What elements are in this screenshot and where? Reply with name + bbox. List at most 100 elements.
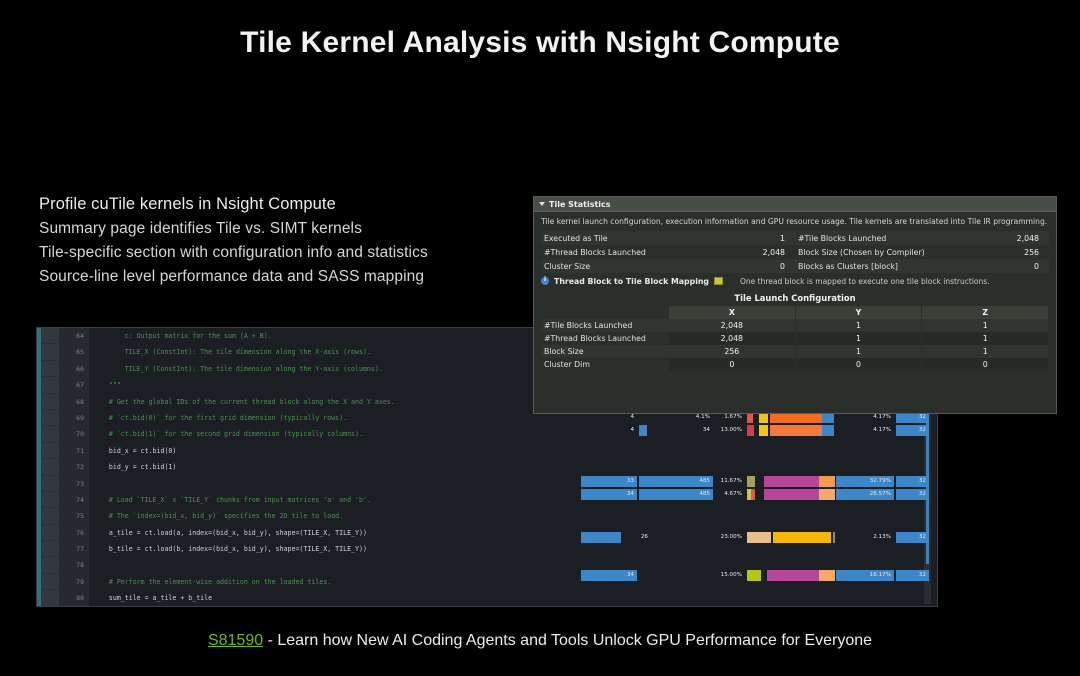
table-row[interactable]: Cluster Size 0 Blocks as Clusters [block] 0	[541, 259, 1049, 274]
chart-bar-segment[interactable]: 4.17%	[836, 425, 894, 436]
chart-bar-segment[interactable]: 4.17%	[836, 412, 894, 423]
chart-bar-segment[interactable]: 485	[639, 489, 713, 500]
chart-bar-segment[interactable]	[747, 570, 761, 581]
session-id-link[interactable]: S81590	[207, 632, 264, 649]
chart-bar-segment[interactable]	[833, 532, 835, 543]
chart-bar-segment[interactable]	[759, 412, 768, 423]
chart-bar-segment[interactable]	[764, 489, 819, 500]
chart-bar-segment[interactable]: 34	[581, 489, 637, 500]
chart-bar-segment[interactable]: 26.57%	[836, 489, 894, 500]
table-row[interactable]: #Thread Blocks Launched 2,048 Block Size (…	[541, 245, 1049, 260]
chart-bar-segment[interactable]: 11.67%	[715, 476, 745, 487]
fold-marker[interactable]	[41, 574, 59, 591]
code-line[interactable]: a_tile = ct.load(a, index=(bid_x, bid_y)…	[93, 528, 367, 537]
chart-bar-segment[interactable]	[819, 476, 835, 487]
column-header[interactable]: Z	[922, 306, 1050, 320]
table-row[interactable]: Executed as Tile 1 #Tile Blocks Launched 2,…	[541, 231, 1049, 246]
code-fold-bar[interactable]	[41, 328, 59, 606]
table-row[interactable]: #Tile Blocks Launched 2,048 1 1	[541, 319, 1050, 333]
chart-bar-segment[interactable]	[764, 476, 819, 487]
chart-bar-segment[interactable]	[773, 532, 831, 543]
code-line[interactable]: bid_x = ct.bid(0)	[93, 446, 177, 455]
code-line[interactable]: TILE_Y (ConstInt): The tile dimension al…	[93, 364, 383, 373]
fold-marker[interactable]	[41, 541, 59, 558]
fold-marker[interactable]	[41, 426, 59, 443]
fold-marker[interactable]	[41, 459, 59, 476]
chart-bar-segment[interactable]: 23.00%	[687, 532, 745, 543]
code-line[interactable]: bid_y = ct.bid(1)	[93, 463, 177, 472]
table-row[interactable]: Block Size 256 1 1	[541, 345, 1050, 359]
chart-bar-segment[interactable]	[747, 476, 755, 487]
chart-bar-segment[interactable]: 32	[896, 425, 929, 436]
column-header[interactable]: X	[669, 306, 796, 320]
fold-marker[interactable]	[41, 508, 59, 525]
fold-marker[interactable]	[41, 443, 59, 460]
tile-statistics-window[interactable]: Tile Statistics Tile kernel launch confi…	[533, 196, 1057, 414]
fold-marker[interactable]	[41, 476, 59, 492]
chart-bar-segment[interactable]: 32	[896, 532, 929, 543]
chart-bar-segment[interactable]: 32	[896, 489, 929, 500]
chart-bar-segment[interactable]	[747, 412, 753, 423]
chart-bar-segment[interactable]: 33	[581, 476, 637, 487]
chart-bar-segment[interactable]: 26	[623, 532, 651, 543]
table-row[interactable]: #Thread Blocks Launched 2,048 1 1	[541, 332, 1050, 346]
chart-bar-segment[interactable]: 4.67%	[715, 489, 745, 500]
chart-bar-segment[interactable]	[822, 412, 834, 423]
chart-bar-segment[interactable]	[581, 532, 621, 543]
chart-bar-segment[interactable]	[767, 570, 819, 581]
code-lines[interactable]: c: Output matrix for the sum (A + B). TI…	[93, 328, 937, 606]
fold-marker[interactable]	[41, 410, 59, 427]
fold-marker[interactable]	[41, 557, 59, 574]
chart-bar-segment[interactable]	[770, 425, 822, 436]
chart-bar-segment[interactable]: 15.00%	[687, 570, 745, 581]
chart-bar-segment[interactable]	[819, 570, 835, 581]
code-line[interactable]: # `ct.bid(0)` for the first grid dimensi…	[93, 413, 348, 422]
chart-bar-segment[interactable]	[639, 425, 647, 436]
code-line[interactable]: # Get the global IDs of the current thre…	[93, 397, 395, 406]
fold-marker[interactable]	[41, 590, 59, 606]
code-line[interactable]: # The `index=(bid_x, bid_y)` specifies t…	[93, 512, 344, 521]
fold-marker[interactable]	[41, 525, 59, 542]
chart-bar-segment[interactable]: 13.00%	[715, 425, 745, 436]
code-line[interactable]: """	[93, 381, 121, 390]
chart-bar-segment[interactable]: 32	[896, 476, 929, 487]
chart-bar-segment[interactable]: 34	[581, 570, 637, 581]
chart-bar-segment[interactable]: 2.13%	[837, 532, 894, 543]
chart-bar-segment[interactable]	[747, 489, 751, 500]
chart-bar-segment[interactable]	[747, 425, 754, 436]
chart-bar-segment[interactable]: 16.17%	[836, 570, 894, 581]
chart-bar-segment[interactable]: 32.79%	[836, 476, 894, 487]
fold-marker[interactable]	[41, 344, 59, 361]
chart-bar-segment[interactable]: 485	[639, 476, 713, 487]
code-line[interactable]: b_tile = ct.load(b, index=(bid_x, bid_y)…	[93, 545, 367, 554]
fold-marker[interactable]	[41, 377, 59, 394]
chevron-down-icon[interactable]	[539, 202, 545, 206]
chart-bar-segment[interactable]: 4	[581, 425, 637, 436]
fold-marker[interactable]	[41, 394, 59, 410]
chart-bar-segment[interactable]	[759, 425, 768, 436]
code-line[interactable]: # Load `TILE_X` x `TILE_Y` chunks from i…	[93, 495, 371, 504]
tile-statistics-header[interactable]: Tile Statistics	[534, 197, 1056, 212]
chart-bar-segment[interactable]: 32	[896, 570, 929, 581]
fold-marker[interactable]	[41, 361, 59, 378]
code-line[interactable]: # `ct.bid(1)` for the second grid dimens…	[93, 430, 363, 439]
fold-marker[interactable]	[41, 492, 59, 509]
chart-bar-segment[interactable]	[747, 532, 771, 543]
chart-bar-segment[interactable]	[751, 489, 755, 500]
chart-bar-segment[interactable]	[822, 425, 834, 436]
chart-bar-segment[interactable]: 4	[581, 412, 637, 423]
code-line[interactable]: sum_tile = a_tile + b_tile	[93, 594, 213, 603]
code-line[interactable]: # Perform the element-wise addition on t…	[93, 577, 332, 586]
chart-bar-segment[interactable]: 32	[896, 412, 929, 423]
chart-bar-segment[interactable]: 1.67%	[715, 412, 745, 423]
thread-block-mapping-row[interactable]: Thread Block to Tile Block Mapping One t…	[534, 273, 1056, 290]
fold-marker[interactable]	[41, 328, 59, 345]
chart-bar-segment[interactable]: 34	[647, 425, 713, 436]
source-metrics-chart[interactable]: 4 4.1% 1.67% 4.17% 32 4 34 13.00% 4.17% 32 33 485 11…	[581, 408, 933, 606]
chart-bar-segment[interactable]	[770, 412, 822, 423]
column-header[interactable]: Y	[795, 306, 923, 320]
table-row[interactable]: Cluster Dim 0 0 0	[541, 358, 1050, 372]
code-line[interactable]: c: Output matrix for the sum (A + B).	[93, 332, 272, 340]
code-line[interactable]: TILE_X (ConstInt): The tile dimension al…	[93, 348, 371, 357]
chart-bar-segment[interactable]	[819, 489, 835, 500]
